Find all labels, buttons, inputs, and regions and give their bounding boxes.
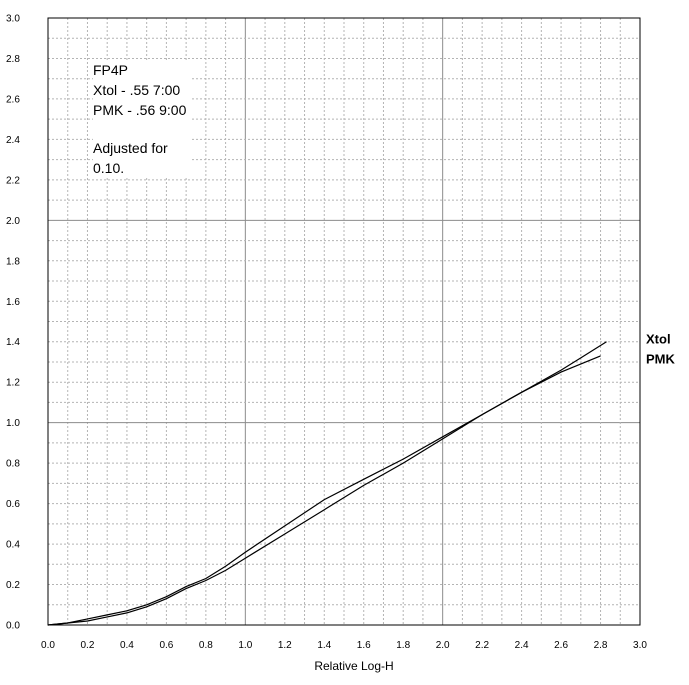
annotation-spacer bbox=[93, 120, 186, 138]
y-tick-label: 0.2 bbox=[6, 580, 20, 591]
legend-label-xtol: Xtol bbox=[646, 332, 671, 347]
x-tick-label: 2.8 bbox=[594, 640, 608, 651]
y-tick-label: 1.8 bbox=[6, 256, 20, 267]
y-tick-label: 1.6 bbox=[6, 297, 20, 308]
x-axis-label: Relative Log-H bbox=[314, 659, 393, 673]
x-tick-label: 1.0 bbox=[238, 640, 252, 651]
x-tick-label: 3.0 bbox=[633, 640, 647, 651]
x-tick-label: 2.0 bbox=[436, 640, 450, 651]
series-line-pmk bbox=[47, 355, 601, 626]
y-tick-label: 0.0 bbox=[6, 621, 20, 632]
x-tick-label: 0.6 bbox=[159, 640, 173, 651]
y-tick-label: 3.0 bbox=[6, 14, 20, 25]
series-lines bbox=[47, 341, 607, 626]
x-tick-label: 1.8 bbox=[396, 640, 410, 651]
annotation-line: Adjusted for bbox=[93, 140, 168, 156]
y-tick-label: 2.6 bbox=[6, 94, 20, 105]
x-tick-label: 1.2 bbox=[278, 640, 292, 651]
x-tick-label: 0.2 bbox=[81, 640, 95, 651]
series-line-xtol bbox=[47, 341, 607, 626]
x-tick-label: 2.6 bbox=[554, 640, 568, 651]
x-tick-label: 1.6 bbox=[357, 640, 371, 651]
y-tick-label: 0.4 bbox=[6, 540, 20, 551]
x-tick-label: 0.8 bbox=[199, 640, 213, 651]
annotation-line: FP4P bbox=[93, 62, 129, 78]
legend-label-pmk: PMK bbox=[646, 352, 676, 367]
x-tick-label: 2.4 bbox=[515, 640, 529, 651]
x-tick-label: 0.0 bbox=[41, 640, 55, 651]
y-tick-label: 2.4 bbox=[6, 135, 20, 146]
y-tick-label: 2.8 bbox=[6, 54, 20, 65]
y-tick-label: 1.4 bbox=[6, 337, 20, 348]
y-tick-label: 2.2 bbox=[6, 175, 20, 186]
y-tick-label: 0.6 bbox=[6, 499, 20, 510]
x-tick-label: 2.2 bbox=[475, 640, 489, 651]
plot-frame bbox=[47, 17, 641, 626]
y-tick-label: 1.0 bbox=[6, 418, 20, 429]
y-tick-label: 1.2 bbox=[6, 378, 20, 389]
x-tick-labels: 0.0 0.2 0.4 0.6 0.8 1.0 1.2 1.4 1.6 1.8 2.0 2.2 2.4 2… bbox=[41, 640, 647, 651]
annotation-line: Xtol - .55 7:00 bbox=[93, 82, 181, 98]
grid bbox=[48, 18, 640, 625]
annotation-line: 0.10. bbox=[93, 160, 125, 176]
y-tick-labels: 0.0 0.2 0.4 0.6 0.8 1.0 1.2 1.4 1.6 1.8 2.0 2.2 2.4 2… bbox=[6, 14, 20, 632]
annotation-box: FP4P Xtol - .55 7:00 PMK - .56 9:00 Adju… bbox=[93, 60, 193, 178]
annotation-line: PMK - .56 9:00 bbox=[93, 102, 187, 118]
y-tick-label: 0.8 bbox=[6, 459, 20, 470]
x-tick-label: 1.4 bbox=[317, 640, 331, 651]
y-tick-label: 2.0 bbox=[6, 216, 20, 227]
x-tick-label: 0.4 bbox=[120, 640, 134, 651]
